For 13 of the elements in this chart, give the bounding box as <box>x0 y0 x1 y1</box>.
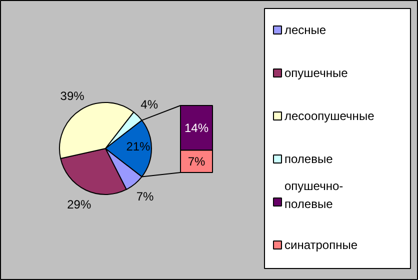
legend-label: лесные <box>284 23 326 37</box>
data-label: 29% <box>67 198 92 212</box>
data-label: 39% <box>60 89 85 104</box>
legend-label: лесоопушечные <box>284 109 375 123</box>
legend-label: синатропные <box>284 238 358 252</box>
data-label: 14% <box>184 120 209 135</box>
data-label: 4% <box>140 98 158 112</box>
legend-label: опушечно-полевые <box>284 178 344 212</box>
legend-label: полевые <box>284 152 334 166</box>
data-label: 7% <box>188 154 206 168</box>
data-label: 21% <box>126 140 151 154</box>
data-label: 7% <box>136 189 154 204</box>
legend-label: опушечные <box>284 66 348 80</box>
